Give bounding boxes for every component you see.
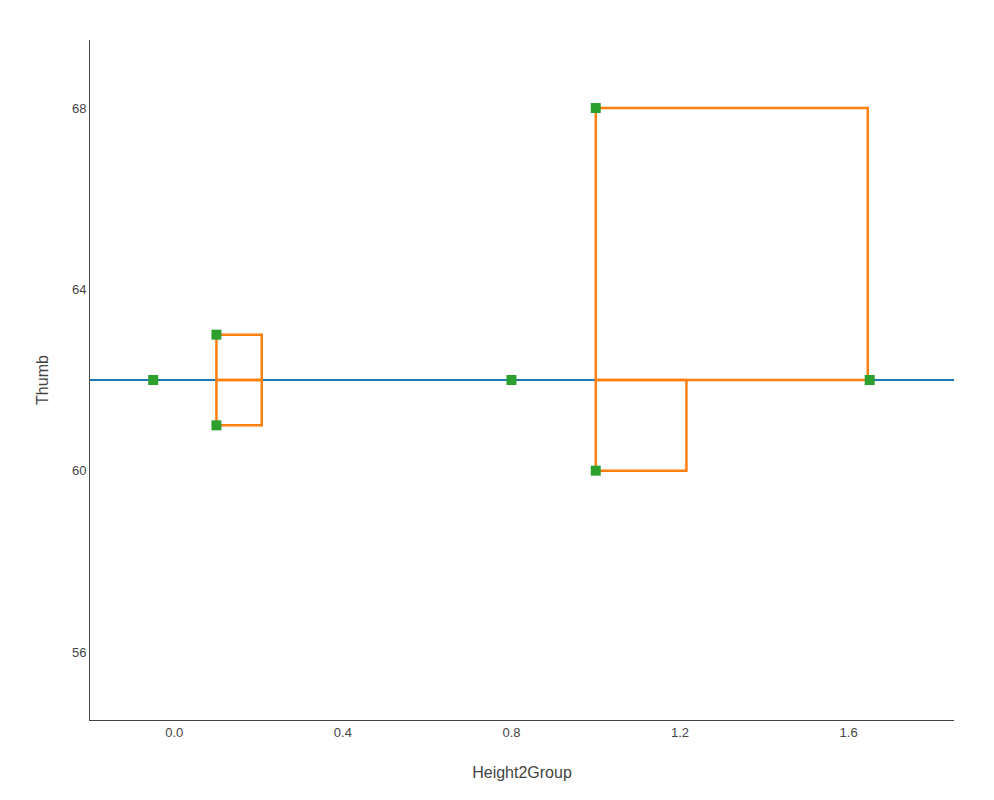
svg-text:1.6: 1.6 xyxy=(840,725,858,740)
svg-text:0.4: 0.4 xyxy=(334,725,352,740)
svg-text:1.2: 1.2 xyxy=(671,725,689,740)
svg-text:0.8: 0.8 xyxy=(502,725,520,740)
svg-text:60: 60 xyxy=(72,463,86,478)
svg-text:Thumb: Thumb xyxy=(34,355,51,405)
svg-text:Height2Group: Height2Group xyxy=(472,764,572,781)
svg-text:68: 68 xyxy=(72,101,86,116)
svg-text:64: 64 xyxy=(72,282,86,297)
svg-text:56: 56 xyxy=(72,645,86,660)
svg-text:0.0: 0.0 xyxy=(165,725,183,740)
